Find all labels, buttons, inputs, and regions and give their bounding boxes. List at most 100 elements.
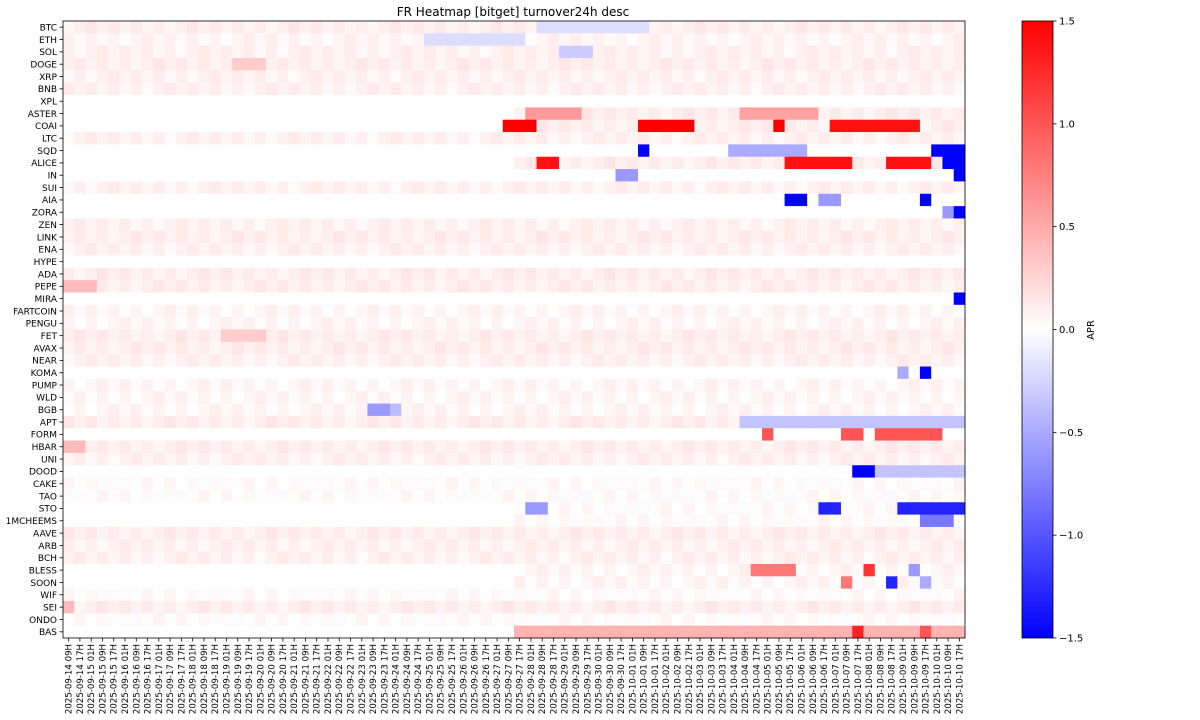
heatmap-cell (874, 502, 887, 515)
heatmap-cell (795, 452, 808, 466)
heatmap-cell (863, 378, 876, 392)
heatmap-cell (412, 169, 425, 182)
x-tick-label: 2025-09-16 17H (144, 644, 154, 714)
heatmap-cell (818, 563, 831, 577)
heatmap-cell (74, 193, 86, 207)
heatmap-cell (367, 280, 380, 293)
heatmap-cell (728, 329, 740, 343)
heatmap-cell (468, 551, 481, 565)
heatmap-cell (96, 329, 109, 343)
heatmap-cell (435, 391, 447, 404)
heatmap-cell (299, 576, 312, 590)
heatmap-cell (581, 206, 594, 219)
heatmap-cell (908, 156, 921, 170)
heatmap-cell (175, 21, 188, 34)
heatmap-cell (592, 391, 605, 404)
heatmap-cell (288, 440, 301, 454)
heatmap-cell (378, 181, 391, 195)
heatmap-cell (773, 193, 786, 207)
heatmap-cell (547, 366, 560, 380)
heatmap-cell (559, 206, 571, 219)
heatmap-cell (446, 119, 459, 133)
heatmap-cell (829, 600, 842, 614)
heatmap-cell (773, 625, 786, 639)
heatmap-cell (604, 317, 616, 330)
heatmap-cell (502, 514, 515, 528)
heatmap-cell (840, 45, 853, 59)
heatmap-cell (175, 502, 188, 515)
heatmap-cell (130, 119, 143, 133)
heatmap-cell (367, 119, 380, 133)
heatmap-cell (141, 588, 154, 602)
heatmap-cell (389, 551, 402, 565)
heatmap-cell (559, 82, 571, 96)
heatmap-cell (311, 514, 323, 528)
x-tick-label: 2025-10-03 09H (707, 644, 717, 714)
heatmap-cell (863, 588, 876, 602)
heatmap-cell (423, 502, 436, 515)
heatmap-cell (536, 539, 549, 553)
heatmap-cell (311, 539, 323, 553)
heatmap-cell (863, 119, 876, 133)
heatmap-cell (119, 341, 132, 355)
heatmap-cell (175, 45, 188, 59)
heatmap-cell (762, 378, 774, 392)
y-tick-label: BGB (38, 406, 57, 416)
heatmap-cell (514, 95, 526, 108)
heatmap-cell (119, 21, 132, 34)
heatmap-cell (423, 267, 436, 281)
heatmap-cell (874, 132, 887, 145)
heatmap-cell (344, 465, 357, 478)
heatmap-cell (220, 317, 233, 330)
heatmap-cell (401, 119, 413, 133)
heatmap-cell (119, 502, 132, 515)
heatmap-cell (389, 354, 402, 367)
heatmap-cell (840, 156, 853, 170)
heatmap-cell (333, 600, 346, 614)
heatmap-cell (728, 354, 740, 367)
heatmap-cell (502, 193, 515, 207)
heatmap-cell (96, 576, 109, 590)
heatmap-cell (119, 33, 132, 47)
heatmap-cell (164, 181, 177, 195)
heatmap-cell (829, 329, 842, 343)
heatmap-cell (694, 292, 707, 306)
heatmap-cell (74, 132, 86, 145)
heatmap-cell (85, 551, 98, 565)
heatmap-cell (886, 514, 898, 528)
heatmap-cell (739, 169, 752, 182)
heatmap-cell (897, 169, 910, 182)
heatmap-cell (164, 465, 177, 478)
heatmap-cell (277, 156, 289, 170)
heatmap-cell (728, 193, 740, 207)
heatmap-cell (840, 70, 853, 84)
heatmap-cell (581, 588, 594, 602)
heatmap-cell (277, 95, 289, 108)
heatmap-cell (220, 132, 233, 145)
heatmap-cell (604, 33, 616, 47)
heatmap-cell (649, 206, 661, 219)
heatmap-cell (863, 539, 876, 553)
heatmap-cell (615, 230, 628, 244)
heatmap-cell (378, 119, 391, 133)
heatmap-cell (446, 193, 459, 207)
heatmap-cell (153, 107, 165, 121)
heatmap-cell (784, 45, 797, 59)
heatmap-cell (671, 526, 684, 540)
heatmap-cell (514, 539, 526, 553)
heatmap-cell (412, 58, 425, 71)
heatmap-cell (829, 21, 842, 34)
heatmap-cell (705, 33, 718, 47)
heatmap-cell (683, 403, 695, 417)
heatmap-cell (581, 230, 594, 244)
heatmap-cell (164, 526, 177, 540)
heatmap-cell (209, 576, 222, 590)
heatmap-cell (412, 218, 425, 232)
heatmap-cell (367, 292, 380, 306)
heatmap-cell (784, 58, 797, 71)
heatmap-cell (784, 539, 797, 553)
heatmap-cell (660, 329, 673, 343)
heatmap-cell (852, 600, 864, 614)
heatmap-cell (130, 415, 143, 429)
heatmap-cell (840, 539, 853, 553)
